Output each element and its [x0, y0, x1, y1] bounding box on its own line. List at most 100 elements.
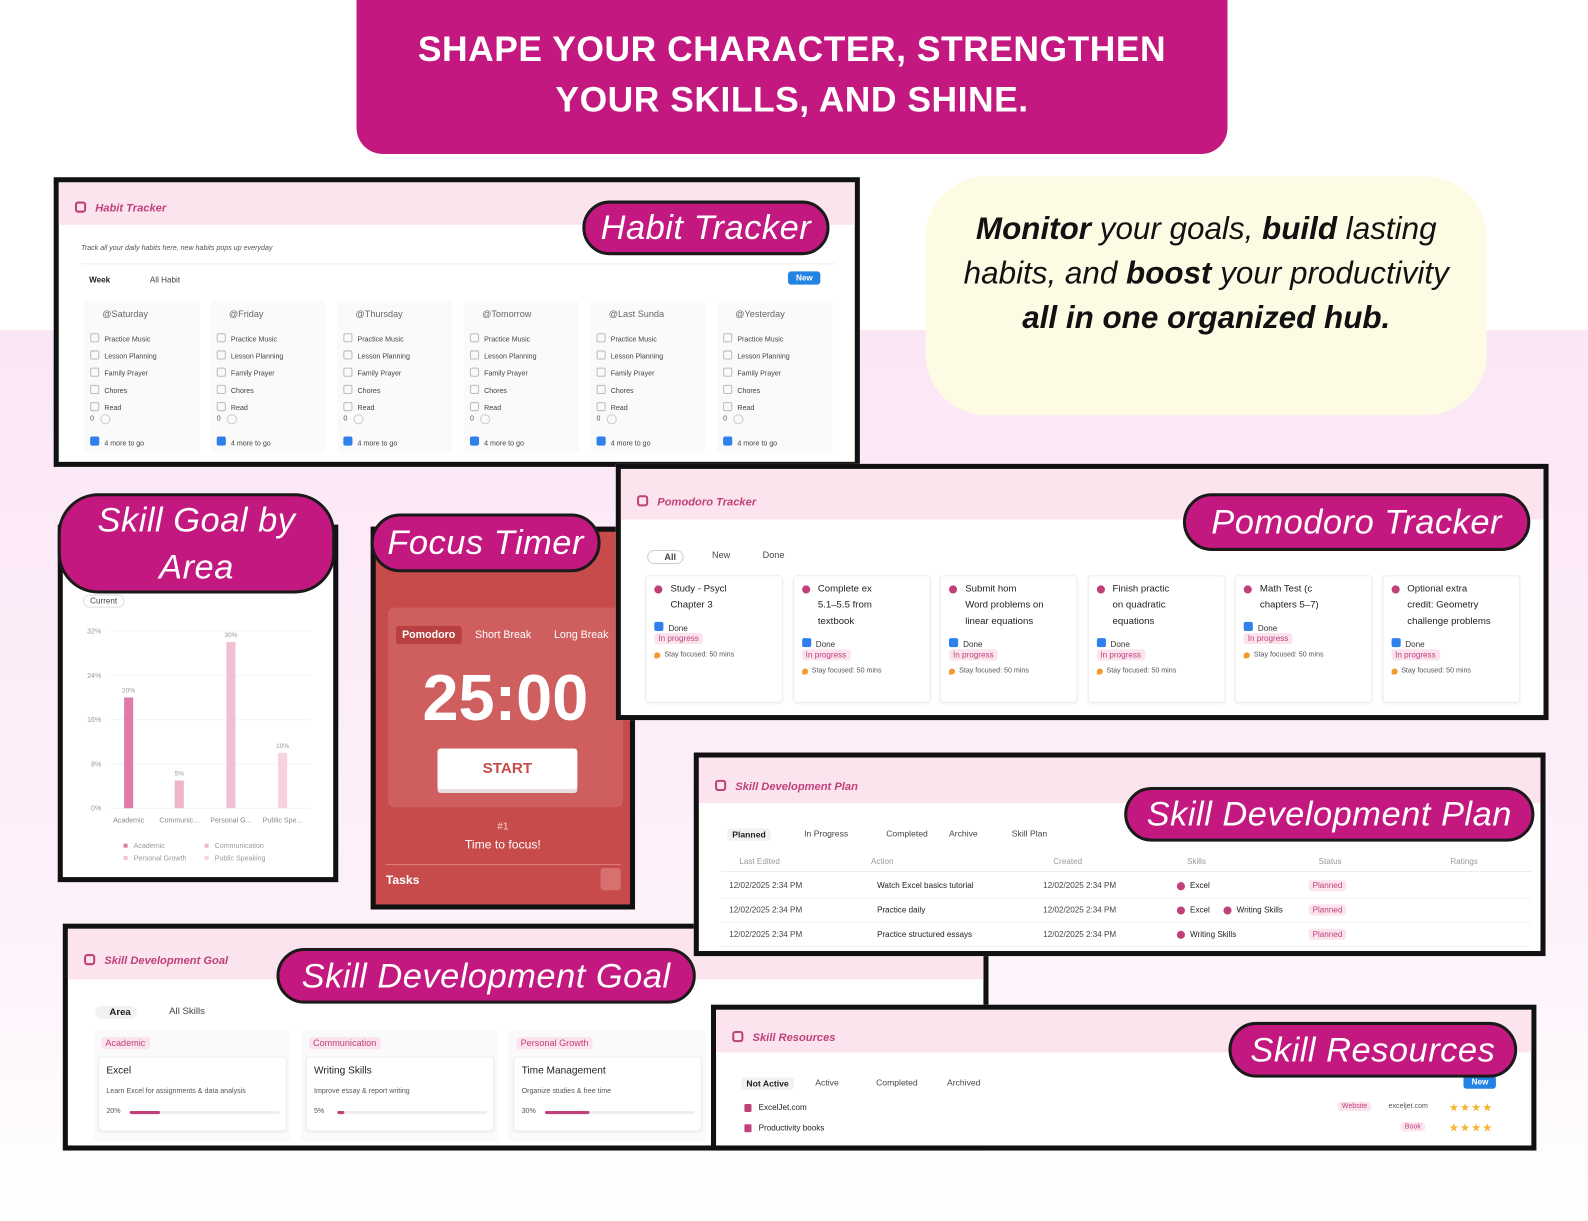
column-header: Skills	[1187, 856, 1206, 866]
view-tab[interactable]: All Habit	[149, 275, 181, 285]
view-tab[interactable]: Current	[83, 594, 125, 608]
checkbox	[469, 333, 480, 343]
habit-column: @Last Sunda Practice Music Lesson Planning…	[590, 300, 706, 453]
page-icon	[84, 954, 96, 966]
habit-name: Chores	[737, 387, 761, 395]
value-label: 5%	[175, 770, 185, 777]
more-row: 4 more to go	[723, 432, 824, 448]
resource-icon	[744, 1124, 752, 1133]
view-tab[interactable]: Active	[815, 1077, 839, 1088]
page-icon	[715, 779, 727, 791]
habit-column: @Friday Practice Music Lesson Planning Fami…	[210, 300, 327, 453]
view-tab[interactable]: Completed	[876, 1077, 918, 1088]
tagline-segment: all in one organized hub.	[1022, 299, 1391, 336]
view-tab[interactable]: All Skills	[169, 1005, 205, 1017]
focus-note: Stay focused: 50 mins	[1106, 667, 1177, 675]
progress-ring	[480, 414, 491, 425]
pomodoro-card: Submit hom Word problems on linear equatio…	[939, 575, 1078, 703]
view-tab[interactable]: Archived	[946, 1077, 981, 1088]
resource-name: ExcelJet.com	[758, 1102, 807, 1113]
resource-icon	[744, 1103, 752, 1113]
count: 0	[343, 415, 348, 423]
rating-star	[1449, 1123, 1459, 1132]
checkbox	[216, 367, 226, 378]
status-tag: Planned	[1308, 880, 1347, 892]
start-button[interactable]: START	[437, 748, 578, 789]
more-row: 4 more to go	[596, 432, 698, 448]
tagline-segment: build	[1262, 210, 1338, 247]
section-label: Focus Timer	[370, 513, 601, 573]
cell: Practice daily	[877, 905, 926, 915]
habit-name: Practice Music	[610, 336, 657, 344]
legend-swatch	[204, 855, 209, 860]
checkbox	[469, 436, 480, 446]
checkbox	[723, 436, 733, 446]
done-label: Done	[668, 623, 688, 633]
view-tab[interactable]: Archive	[948, 828, 978, 839]
rating-star	[1482, 1102, 1492, 1112]
checkbox	[948, 638, 959, 648]
checkbox	[723, 402, 733, 412]
card-icon	[1391, 585, 1400, 594]
filter-tab[interactable]: Done	[762, 549, 785, 561]
view-tab[interactable]: Skill Plan	[1011, 828, 1048, 839]
timer-tab[interactable]: Long Break	[554, 628, 609, 642]
checkbox	[596, 333, 606, 343]
focus-timer-panel: Pomodoro Short Break Long Break 25:00 START #…	[370, 526, 636, 910]
habit-name: Lesson Planning	[610, 353, 664, 361]
page-icon	[74, 201, 87, 213]
filter-tab[interactable]: All	[647, 549, 684, 565]
page-title: Skill Development Plan	[735, 780, 858, 794]
view-tab[interactable]: Planned	[727, 828, 771, 841]
bar	[174, 780, 184, 809]
column-title: @Last Sunda	[608, 308, 665, 320]
habit-item: Read	[596, 397, 703, 412]
view-tab[interactable]: Week	[89, 275, 111, 285]
habit-item: Lesson Planning	[343, 345, 449, 361]
goal-title: Excel	[106, 1065, 132, 1077]
done-row: Done	[1243, 618, 1345, 633]
group-tag: Personal Growth	[516, 1037, 593, 1050]
card-title: Optional extra	[1407, 583, 1468, 595]
value-label: 30%	[224, 632, 237, 639]
goal-card: Writing Skills Improve essay & report wri…	[305, 1056, 495, 1132]
column-title: @Saturday	[102, 308, 149, 320]
page-icon	[637, 495, 649, 507]
habit-name: Chores	[610, 387, 634, 395]
skill-tag: Excel	[1190, 881, 1210, 891]
habit-name: Lesson Planning	[484, 353, 537, 361]
page-title: Pomodoro Tracker	[657, 496, 757, 509]
habit-name: Read	[104, 405, 122, 413]
count: 0	[469, 415, 474, 423]
habit-item: Family Prayer	[343, 363, 449, 378]
new-button[interactable]: New	[1463, 1075, 1497, 1089]
new-button[interactable]: New	[787, 271, 821, 285]
y-tick-label: 16%	[87, 716, 102, 724]
habit-name: Read	[230, 405, 248, 413]
pomodoro-card: Finish practic on quadratic equations Done I…	[1087, 575, 1225, 703]
view-tab[interactable]: In Progress	[804, 828, 849, 839]
done-label: Done	[963, 640, 983, 650]
progress-bar	[544, 1111, 590, 1115]
view-tab[interactable]: Completed	[886, 828, 928, 839]
checkbox	[343, 350, 353, 360]
count: 0	[216, 415, 221, 423]
page-icon	[732, 1031, 744, 1043]
cell: 12/02/2025 2:34 PM	[729, 929, 803, 939]
progress-ring	[606, 414, 617, 425]
view-tab[interactable]: Area	[95, 1005, 137, 1019]
goal-title: Writing Skills	[313, 1065, 372, 1077]
filter-tab[interactable]: New	[711, 549, 731, 561]
timer-tab[interactable]: Pomodoro	[396, 625, 462, 645]
card-title: Word problems on	[965, 599, 1044, 611]
habit-item: Lesson Planning	[469, 345, 576, 361]
checkbox	[723, 367, 733, 378]
tasks-divider	[385, 863, 621, 865]
timer-tab[interactable]: Short Break	[475, 628, 532, 642]
checkbox	[216, 350, 226, 360]
habit-column: @Tomorrow Practice Music Lesson Planning Fa…	[463, 300, 580, 453]
view-tab[interactable]: Not Active	[741, 1077, 794, 1090]
habit-item: Chores	[90, 380, 196, 395]
cell: Watch Excel basics tutorial	[877, 881, 974, 891]
checkbox	[801, 638, 811, 648]
